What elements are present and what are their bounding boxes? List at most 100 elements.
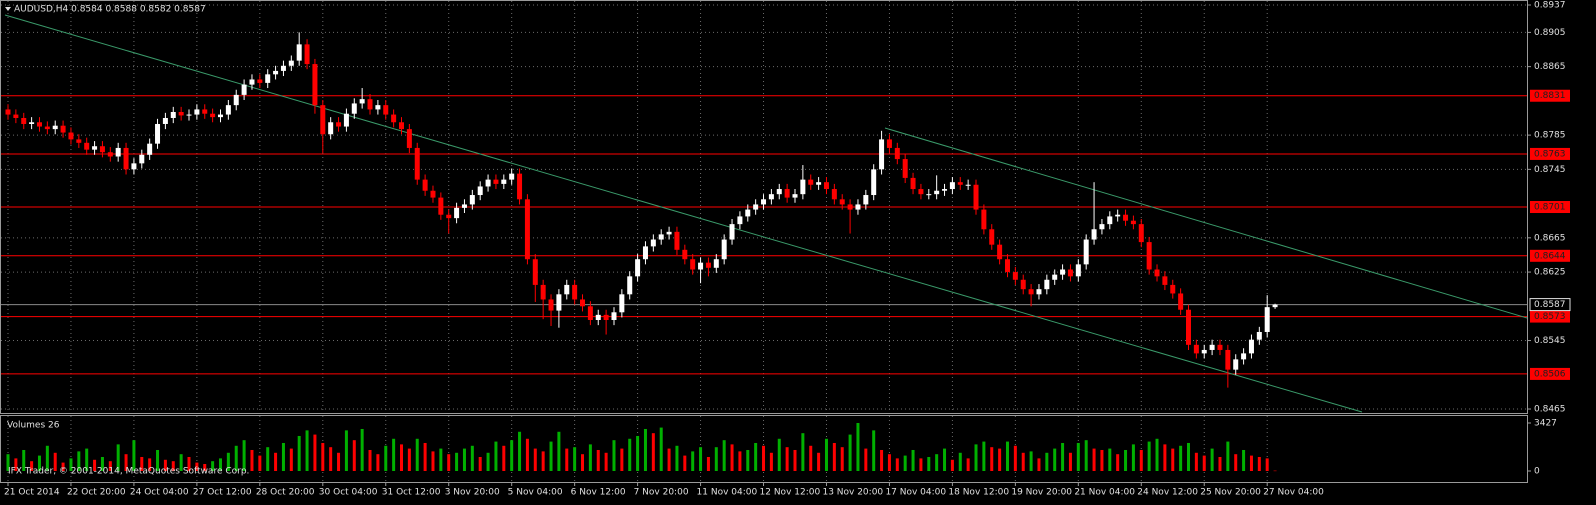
candle-body xyxy=(768,194,774,200)
candle-body xyxy=(375,105,381,110)
volume-bar xyxy=(30,461,34,471)
volume-bar xyxy=(982,441,986,471)
candle-body xyxy=(965,184,971,186)
volume-bar xyxy=(730,444,734,471)
volume-bar xyxy=(486,452,490,471)
candle-body xyxy=(1083,239,1089,265)
volume-bar xyxy=(313,434,317,471)
volume-bar xyxy=(628,438,632,471)
volume-bar xyxy=(281,442,285,471)
candle-body xyxy=(619,294,625,313)
volume-bar xyxy=(746,449,750,471)
candle-body xyxy=(1115,214,1121,217)
volume-bar xyxy=(108,461,112,471)
volume-bar xyxy=(329,447,333,471)
candle-body xyxy=(359,99,365,104)
candle-body xyxy=(1020,279,1026,290)
volume-bar xyxy=(651,433,655,471)
y-tick-label: 0.8625 xyxy=(1534,268,1566,278)
candle-body xyxy=(1217,344,1223,350)
candle-body xyxy=(792,194,798,198)
candle-body xyxy=(698,262,704,270)
candle-body xyxy=(477,186,483,196)
candle-body xyxy=(1186,309,1191,345)
volume-bar xyxy=(53,452,57,471)
volume-bar xyxy=(140,456,144,471)
candle-body xyxy=(1075,264,1081,277)
volume-bar xyxy=(250,449,254,471)
chart-title: AUDUSD,H4 0.8584 0.8588 0.8582 0.8587 xyxy=(14,5,206,15)
candle-body xyxy=(320,105,326,135)
trendlines xyxy=(4,14,1528,413)
level-label: 0.8763 xyxy=(1534,149,1566,159)
candle-body xyxy=(1248,339,1254,354)
volume-bar xyxy=(1029,451,1033,471)
candle-body xyxy=(658,234,664,240)
candle-body xyxy=(217,114,223,118)
volume-bar xyxy=(132,440,136,471)
candle-body xyxy=(131,163,137,170)
volume-bar xyxy=(337,452,341,471)
volume-bar xyxy=(935,454,939,471)
candle-body xyxy=(1052,274,1058,280)
candle-body xyxy=(21,117,27,124)
volume-bar xyxy=(1265,458,1269,471)
volume-bar xyxy=(179,454,183,471)
candle-body xyxy=(548,299,554,311)
level-label-box xyxy=(1530,367,1570,380)
volume-bar xyxy=(1226,441,1230,471)
volume-bar xyxy=(998,448,1002,471)
bid-label: 0.8587 xyxy=(1534,300,1566,310)
candle-body xyxy=(273,70,279,75)
bid-label-box xyxy=(1529,298,1571,312)
candle-body xyxy=(981,209,987,230)
volume-bar xyxy=(462,448,466,471)
volume-bar xyxy=(431,451,435,471)
volume-bar xyxy=(557,431,561,471)
candle-body xyxy=(934,190,940,195)
candle-body xyxy=(580,299,586,307)
candle-body xyxy=(1044,279,1050,290)
candle-body xyxy=(107,152,113,157)
volume-bar xyxy=(478,456,482,471)
candle-body xyxy=(784,189,790,198)
candle-body xyxy=(399,122,404,130)
candle-body xyxy=(745,209,751,217)
candle-body xyxy=(13,114,19,118)
x-tick-label: 27 Nov 04:00 xyxy=(1263,488,1324,498)
candle-body xyxy=(99,146,105,153)
candle-body xyxy=(186,114,192,116)
candle-body xyxy=(1012,272,1018,280)
volume-bar xyxy=(22,449,26,471)
volume-bar xyxy=(1171,448,1175,471)
volume-bar xyxy=(1108,448,1112,471)
volume-bar xyxy=(1273,470,1277,472)
candle-body xyxy=(816,182,822,185)
volume-bar xyxy=(45,445,49,471)
volume-bar xyxy=(903,455,907,471)
candle-body xyxy=(642,246,648,260)
x-tick-label: 3 Nov 20:00 xyxy=(445,488,500,498)
candle-body xyxy=(1091,229,1097,240)
volume-bar xyxy=(407,448,411,471)
candle-body xyxy=(564,284,570,295)
candle-body xyxy=(461,204,467,208)
x-tick-label: 12 Nov 12:00 xyxy=(760,488,821,498)
candle-body xyxy=(540,284,546,300)
candle-body xyxy=(1130,220,1136,225)
candle-body xyxy=(1099,224,1105,230)
volume-bar xyxy=(1234,454,1238,471)
volume-bar xyxy=(675,445,679,471)
volume-bar xyxy=(911,449,915,471)
candle-body xyxy=(737,216,743,225)
x-tick-label: 5 Nov 04:00 xyxy=(508,488,563,498)
volume-bar xyxy=(699,447,703,471)
menu-arrow[interactable] xyxy=(5,7,11,11)
candle-body xyxy=(485,179,491,187)
volume-bar xyxy=(683,455,687,471)
volume-bar xyxy=(368,449,372,471)
volume-bar xyxy=(533,448,537,471)
volume-bar xyxy=(423,442,427,471)
level-label: 0.8831 xyxy=(1534,91,1566,101)
candles xyxy=(5,32,1278,388)
